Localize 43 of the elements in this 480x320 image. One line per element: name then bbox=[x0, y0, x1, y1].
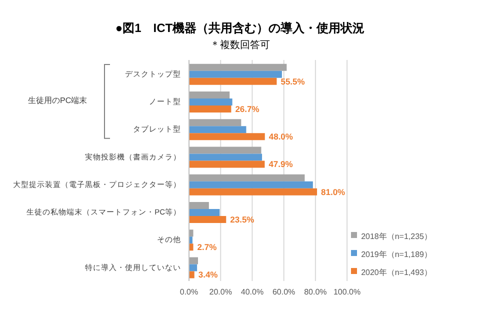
data-label: 55.5% bbox=[280, 76, 306, 86]
bar bbox=[189, 133, 265, 140]
bar bbox=[189, 78, 277, 85]
bar bbox=[189, 119, 242, 126]
bar bbox=[189, 216, 226, 223]
x-tick-label: 40.0% bbox=[240, 288, 264, 297]
data-label: 47.9% bbox=[268, 159, 294, 170]
bar bbox=[189, 126, 246, 134]
legend-label: 2019年（n=1,189） bbox=[361, 250, 432, 259]
data-label: 2.7% bbox=[197, 242, 218, 252]
data-label: 81.0% bbox=[321, 186, 346, 197]
data-label: 26.7% bbox=[235, 104, 260, 114]
data-label: 23.5% bbox=[230, 214, 255, 224]
legend-label: 2018年（n=1,235） bbox=[361, 232, 432, 241]
bar bbox=[189, 257, 198, 264]
bar bbox=[189, 208, 220, 216]
bar bbox=[189, 146, 262, 154]
bar bbox=[189, 271, 194, 278]
x-tick-label: 100.0% bbox=[333, 288, 361, 297]
data-label: 3.4% bbox=[198, 270, 218, 280]
bar bbox=[189, 188, 318, 196]
bar bbox=[189, 98, 232, 106]
bar bbox=[189, 154, 262, 161]
bar bbox=[189, 202, 209, 209]
bar bbox=[189, 91, 230, 98]
text: 生徒用のPC端末 bbox=[28, 95, 88, 106]
bar bbox=[189, 264, 198, 272]
bar bbox=[189, 64, 287, 71]
x-tick-label: 20.0% bbox=[209, 288, 232, 297]
data-label: 48.0% bbox=[268, 132, 294, 142]
bar bbox=[189, 70, 282, 78]
chart-subtitle: ＊複数回答可 bbox=[209, 38, 271, 52]
bar bbox=[189, 244, 194, 251]
chart-title: ●図1 ICT機器（共用含む）の導入・使用状況 bbox=[114, 20, 366, 37]
x-tick-label: 80.0% bbox=[304, 288, 327, 297]
x-tick-label: 0.0% bbox=[180, 288, 198, 297]
x-tick-label: 60.0% bbox=[272, 288, 296, 297]
bar bbox=[189, 160, 265, 168]
bar bbox=[189, 105, 232, 112]
legend-label: 2020年（n=1,493） bbox=[361, 268, 432, 277]
bar bbox=[189, 174, 305, 182]
bar bbox=[189, 181, 313, 188]
bar bbox=[189, 230, 194, 237]
